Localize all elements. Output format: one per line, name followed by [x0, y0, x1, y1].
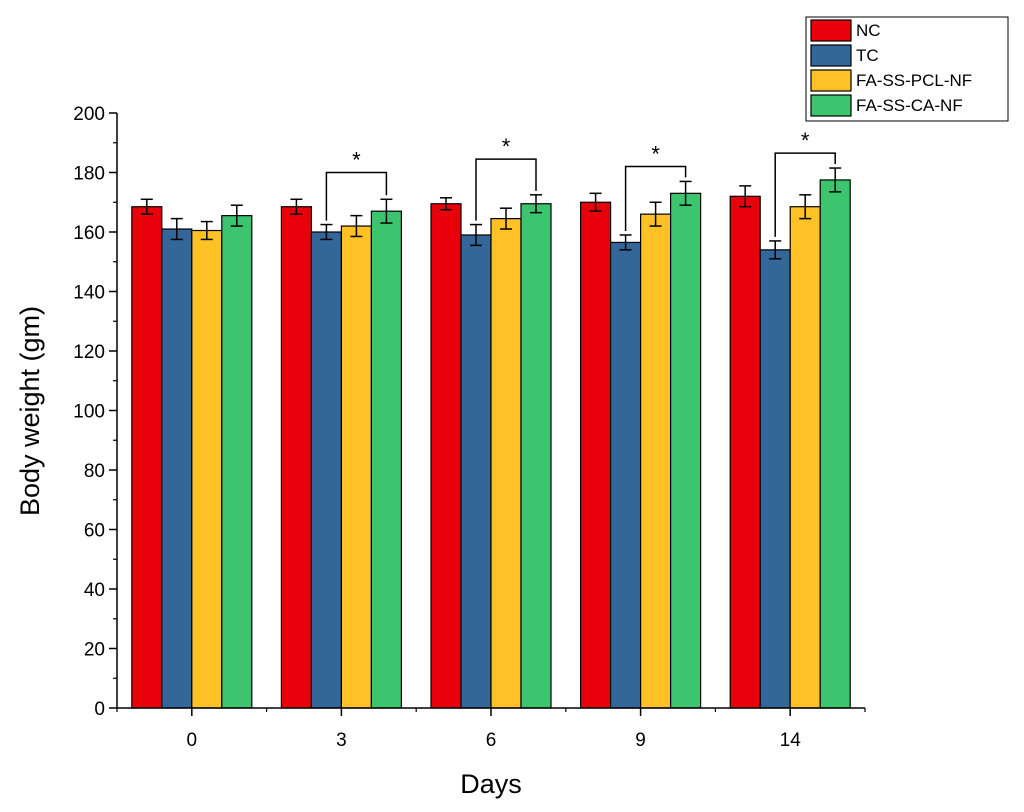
legend-swatch-nc [810, 19, 852, 42]
y-tick-label-140: 140 [73, 283, 105, 304]
significance-star-day-14: * [801, 128, 810, 153]
bar-nc-day-14 [729, 195, 761, 709]
legend-label-fa-ss-pcl-nf: FA-SS-PCL-NF [856, 71, 972, 90]
error-bars-layer [140, 167, 842, 260]
bars-layer [131, 179, 851, 709]
x-axis-title: Days [460, 769, 522, 799]
significance-bracket-day-3 [325, 171, 388, 221]
x-tick-label-3: 3 [336, 730, 347, 751]
y-tick-label-20: 20 [84, 640, 105, 661]
bar-fa-ss-pcl-nf-day-14 [789, 206, 821, 709]
legend-swatch-fa-ss-pcl-nf [810, 69, 852, 92]
bar-nc-day-9 [579, 201, 612, 709]
legend-label-fa-ss-ca-nf: FA-SS-CA-NF [856, 96, 963, 115]
y-tick-label-80: 80 [84, 461, 105, 482]
bar-fa-ss-ca-nf-day-3 [370, 210, 402, 709]
bar-fa-ss-pcl-nf-day-0 [191, 229, 223, 709]
bar-fa-ss-pcl-nf-day-6 [490, 218, 522, 709]
bar-nc-day-6 [430, 203, 462, 709]
bar-fa-ss-pcl-nf-day-9 [639, 213, 672, 709]
bar-fa-ss-ca-nf-day-9 [669, 192, 702, 709]
bar-fa-ss-ca-nf-day-14 [819, 179, 851, 709]
y-tick-label-0: 0 [94, 699, 105, 720]
bar-nc-day-3 [280, 206, 312, 709]
y-tick-label-40: 40 [84, 580, 105, 601]
x-ticks-layer: 0 3 6 9 14 [116, 708, 866, 751]
significance-star-day-3: * [352, 148, 361, 173]
legend-label-tc: TC [856, 46, 879, 65]
y-ticks-layer: 0 20 40 60 80 100 120 140 160 180 200 [73, 104, 117, 720]
significance-star-day-6: * [502, 134, 511, 159]
significance-bracket-day-9 [624, 165, 687, 231]
bar-fa-ss-ca-nf-day-6 [520, 203, 552, 709]
bar-tc-day-6 [460, 234, 492, 709]
y-tick-label-200: 200 [73, 104, 105, 125]
y-tick-label-180: 180 [73, 164, 105, 185]
significance-bracket-day-6 [475, 158, 537, 221]
x-tick-label-0: 0 [187, 730, 198, 751]
legend-swatch-tc [810, 44, 852, 67]
bar-fa-ss-ca-nf-day-0 [221, 215, 253, 709]
bar-tc-day-3 [310, 231, 342, 709]
bar-tc-day-0 [161, 228, 193, 709]
y-tick-label-160: 160 [73, 223, 105, 244]
legend: NC TC FA-SS-PCL-NF FA-SS-CA-NF [805, 16, 1009, 122]
y-tick-label-60: 60 [84, 521, 105, 542]
legend-swatch-fa-ss-ca-nf [810, 94, 852, 117]
x-tick-label-6: 6 [486, 730, 497, 751]
y-tick-label-100: 100 [73, 402, 105, 423]
bar-tc-day-14 [759, 249, 791, 709]
bar-fa-ss-pcl-nf-day-3 [340, 225, 372, 709]
y-axis-title: Body weight (gm) [15, 306, 45, 516]
x-tick-label-14: 14 [780, 730, 802, 751]
y-tick-label-120: 120 [73, 342, 105, 363]
x-tick-label-9: 9 [635, 730, 646, 751]
bar-nc-day-0 [131, 206, 163, 709]
legend-label-nc: NC [856, 21, 881, 40]
significance-star-day-9: * [651, 142, 660, 167]
bar-tc-day-9 [609, 241, 642, 709]
significance-bracket-day-14 [774, 152, 836, 237]
significance-layer: * * * * [325, 128, 836, 237]
